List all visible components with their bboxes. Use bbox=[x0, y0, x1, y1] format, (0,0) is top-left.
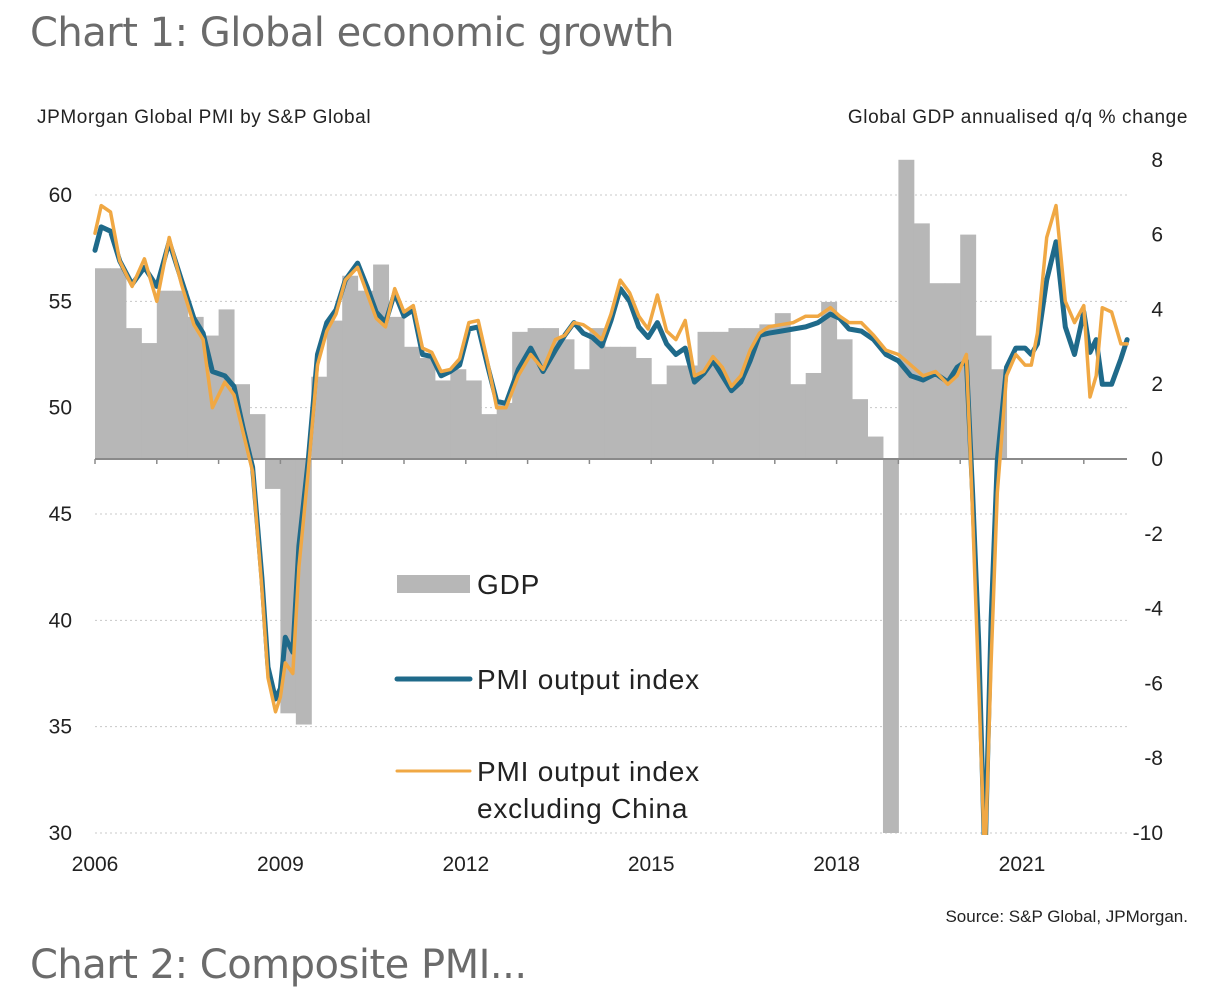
gdp-bar bbox=[558, 339, 575, 459]
left-tick-label: 50 bbox=[49, 397, 72, 420]
gdp-bar bbox=[187, 316, 204, 459]
gdp-bar bbox=[342, 275, 359, 459]
gdp-bar bbox=[172, 290, 189, 459]
gdp-bar bbox=[95, 268, 111, 459]
x-tick-label: 2006 bbox=[72, 853, 119, 876]
gdp-bar bbox=[249, 414, 266, 459]
right-tick-label: 2 bbox=[1151, 373, 1163, 396]
right-tick-label: 4 bbox=[1151, 298, 1163, 321]
gdp-bar bbox=[635, 358, 652, 459]
right-tick-label: -2 bbox=[1144, 523, 1163, 546]
source-note: Source: S&P Global, JPMorgan. bbox=[945, 907, 1188, 926]
right-tick-label: 8 bbox=[1151, 149, 1163, 172]
gdp-bar bbox=[682, 365, 699, 459]
gdp-bar bbox=[465, 380, 482, 459]
gdp-bar bbox=[697, 331, 714, 459]
gdp-bar bbox=[728, 328, 745, 459]
left-tick-label: 45 bbox=[49, 503, 72, 526]
left-tick-label: 30 bbox=[49, 822, 72, 845]
legend-pmi-ex-china-label-line1: PMI output index bbox=[477, 756, 700, 787]
gdp-bar bbox=[357, 290, 374, 459]
legend-pmi-ex-china-label-line2: excluding China bbox=[477, 793, 688, 824]
gdp-bar bbox=[573, 369, 590, 459]
x-tick-label: 2012 bbox=[442, 853, 489, 876]
gdp-bar bbox=[512, 331, 529, 459]
legend-gdp-swatch bbox=[397, 575, 470, 593]
gdp-bar bbox=[882, 459, 899, 833]
gdp-bar bbox=[419, 358, 436, 459]
legend-gdp-label: GDP bbox=[477, 569, 540, 600]
gdp-bar bbox=[774, 313, 791, 459]
left-axis-tick-labels: 30 35 40 45 50 55 60 bbox=[49, 184, 72, 845]
right-tick-label: -10 bbox=[1133, 822, 1163, 845]
gdp-bar bbox=[604, 346, 621, 459]
legend-pmi-label: PMI output index bbox=[477, 664, 700, 695]
x-tick-label: 2021 bbox=[999, 853, 1046, 876]
right-tick-label: 6 bbox=[1151, 224, 1163, 247]
gdp-bar bbox=[156, 290, 173, 459]
x-axis-tick-labels: 2006 2009 2012 2015 2018 2021 bbox=[72, 853, 1046, 876]
gdp-bar bbox=[496, 402, 513, 459]
gdp-bar bbox=[790, 384, 807, 459]
gdp-bar bbox=[821, 301, 838, 459]
x-axis-ticks bbox=[94, 459, 1085, 464]
gdp-bar bbox=[975, 335, 992, 459]
gdp-bar bbox=[713, 331, 729, 459]
gdp-bar bbox=[651, 384, 668, 459]
gdp-bar bbox=[867, 436, 884, 459]
gdp-bar bbox=[898, 159, 915, 460]
gdp-bars bbox=[95, 159, 1008, 833]
gdp-bar bbox=[404, 346, 420, 459]
left-tick-label: 35 bbox=[49, 716, 72, 739]
right-tick-label: -8 bbox=[1144, 747, 1163, 770]
gdp-bar bbox=[666, 365, 683, 459]
gdp-bar bbox=[913, 223, 930, 459]
gdp-bar bbox=[836, 339, 853, 459]
chart: JPMorgan Global PMI by S&P Global Global… bbox=[37, 107, 1188, 926]
pmi-lines bbox=[92, 203, 1130, 835]
gdp-bar bbox=[141, 343, 158, 459]
gdp-bar bbox=[481, 414, 498, 459]
legend: GDP PMI output index PMI output index ex… bbox=[394, 569, 700, 824]
gdp-bar bbox=[388, 316, 405, 459]
right-tick-label: -4 bbox=[1144, 598, 1163, 621]
next-chart-title-partial: Chart 2: Composite PMI... bbox=[30, 942, 527, 988]
gdp-bar bbox=[373, 264, 390, 459]
gdp-bar bbox=[852, 399, 868, 459]
left-tick-label: 60 bbox=[49, 184, 72, 207]
gdp-bar bbox=[960, 234, 977, 459]
right-axis-label: Global GDP annualised q/q % change bbox=[848, 107, 1188, 128]
x-tick-label: 2018 bbox=[813, 853, 860, 876]
gdp-bar bbox=[434, 380, 451, 459]
gdp-bar bbox=[620, 346, 637, 459]
gdp-bar bbox=[450, 369, 467, 459]
gdp-bar bbox=[805, 372, 822, 459]
right-tick-label: 0 bbox=[1151, 448, 1163, 471]
gdp-bar bbox=[264, 459, 281, 489]
right-axis-tick-labels: -10 -8 -6 -4 -2 0 2 4 6 8 bbox=[1133, 149, 1164, 845]
left-axis-label: JPMorgan Global PMI by S&P Global bbox=[37, 107, 371, 128]
gdp-bar bbox=[589, 328, 606, 459]
gdp-bar bbox=[110, 268, 127, 459]
gdp-bar bbox=[326, 320, 343, 459]
x-tick-label: 2015 bbox=[628, 853, 675, 876]
x-tick-label: 2009 bbox=[257, 853, 304, 876]
left-tick-label: 55 bbox=[49, 290, 72, 313]
gdp-bar bbox=[759, 324, 776, 459]
left-tick-label: 40 bbox=[49, 609, 72, 632]
right-tick-label: -6 bbox=[1144, 672, 1163, 695]
gdp-bar bbox=[125, 328, 142, 459]
chart-title: Chart 1: Global economic growth bbox=[30, 10, 674, 56]
pmi-ex-china-line bbox=[93, 203, 1129, 835]
